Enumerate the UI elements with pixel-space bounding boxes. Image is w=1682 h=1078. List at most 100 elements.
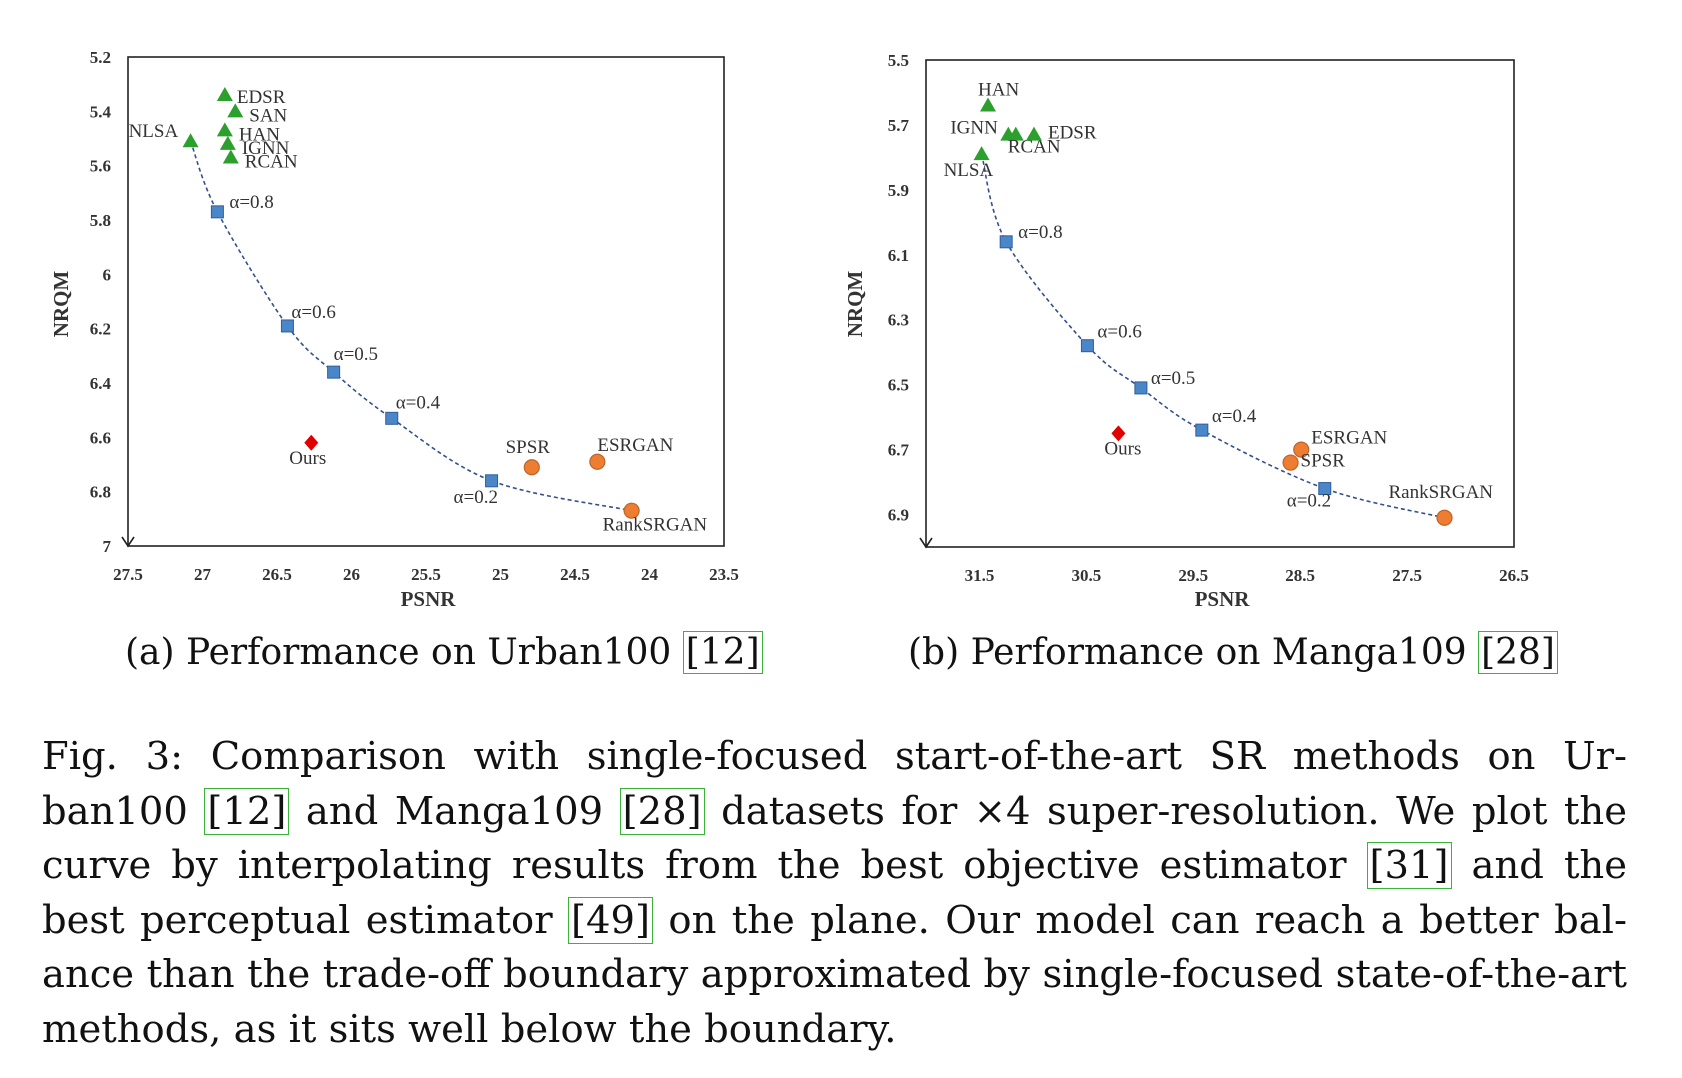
marker--0-4 (1195, 423, 1209, 437)
y-tick-label: 6.8 (90, 483, 111, 502)
point-label: α=0.5 (1151, 368, 1195, 389)
marker-han (980, 97, 997, 112)
caption-text: datasets for ×4 super-resolution. We plo… (704, 788, 1627, 834)
marker-san (227, 103, 244, 118)
axis-arrow (919, 537, 933, 549)
point-label: α=0.2 (1287, 491, 1331, 512)
y-tick-label: 6 (103, 265, 112, 284)
point-label: HAN (978, 79, 1019, 100)
chart-manga109: 31.5 30.5 29.5 28.5 27.5 26.5 5.5 5.7 5.9 6.1 6.3 6… (843, 51, 1529, 611)
y-tick-label: 7 (103, 537, 112, 556)
y-tick-label: 6.5 (888, 376, 909, 395)
y-tick-label: 6.3 (888, 311, 909, 330)
x-tick-label: 31.5 (965, 566, 995, 585)
plot-frame (925, 59, 1515, 548)
point-label: α=0.8 (229, 192, 273, 213)
caption-line: Fig. 3: Comparison with single-focused s… (42, 730, 1627, 785)
point-label: SPSR (506, 437, 551, 458)
x-tick-label: 26 (343, 565, 360, 584)
marker-esrgan (589, 453, 606, 470)
x-tick-label: 28.5 (1285, 566, 1315, 585)
marker-spsr (1282, 454, 1299, 471)
marker--0-5 (327, 365, 341, 379)
caption-text: ban100 (42, 788, 205, 834)
caption-text: ance than the trade-off boundary approxi… (42, 952, 1627, 997)
point-label: RankSRGAN (603, 515, 708, 536)
y-tick-label: 5.7 (888, 116, 910, 135)
point-label: NLSA (129, 121, 179, 142)
point-label: Ours (1104, 438, 1141, 459)
y-tick-label: 5.4 (90, 102, 112, 121)
y-tick-label: 6.9 (888, 506, 909, 525)
citation-link[interactable]: [49] (568, 896, 654, 944)
marker--0-5 (1134, 381, 1148, 395)
figure-caption: Fig. 3: Comparison with single-focused s… (42, 730, 1627, 1057)
y-tick-label: 5.6 (90, 157, 111, 176)
y-tick-label: 6.7 (888, 441, 910, 460)
subcaption-b-text: (b) Performance on Manga109 (908, 632, 1479, 673)
point-label: Ours (289, 448, 326, 469)
y-tick-label: 6.2 (90, 320, 111, 339)
point-label: ESRGAN (597, 435, 673, 456)
caption-line: ban100 [12] and Manga109 [28] datasets f… (42, 785, 1627, 840)
subcaption-a-text: (a) Performance on Urban100 (125, 632, 683, 673)
caption-line: best perceptual estimator [49] on the pl… (42, 894, 1627, 949)
marker--0-6 (1080, 339, 1094, 353)
marker-han (216, 122, 233, 137)
marker-rcan (222, 149, 239, 164)
x-tick-label: 27 (194, 565, 212, 584)
subcaption-b: (b) Performance on Manga109 [28] (908, 631, 1558, 674)
point-label: RCAN (245, 152, 298, 173)
x-tick-label: 23.5 (709, 565, 739, 584)
point-label: SAN (249, 105, 287, 126)
caption-text: Fig. 3: Comparison with single-focused s… (42, 734, 1627, 779)
x-tick-label: 26.5 (262, 565, 292, 584)
point-label: IGNN (950, 118, 998, 139)
x-axis-label: PSNR (401, 587, 457, 611)
x-tick-label: 29.5 (1178, 566, 1208, 585)
y-axis-label: NRQM (843, 271, 867, 338)
caption-line: curve by interpolating results from the … (42, 839, 1627, 894)
marker--0-4 (385, 411, 399, 425)
y-tick-label: 5.9 (888, 181, 909, 200)
subcaption-a: (a) Performance on Urban100 [12] (125, 631, 763, 674)
x-tick-label: 25.5 (411, 565, 441, 584)
marker--0-2 (1318, 482, 1332, 496)
point-label: α=0.6 (1097, 322, 1141, 343)
citation-link[interactable]: [31] (1366, 842, 1452, 889)
subcaption-a-ref[interactable]: [12] (682, 631, 763, 674)
marker-nlsa (182, 133, 199, 148)
citation-link[interactable]: [28] (619, 787, 705, 835)
point-label: α=0.6 (291, 302, 335, 323)
marker-spsr (523, 459, 540, 476)
x-tick-label: 26.5 (1499, 566, 1529, 585)
caption-text: and Manga109 (289, 788, 620, 834)
marker--0-8 (999, 235, 1013, 249)
citation-link[interactable]: [12] (204, 787, 290, 835)
caption-text: on the plane. Our model can reach a bett… (653, 897, 1627, 943)
marker-esrgan (1293, 441, 1310, 458)
caption-text: methods, as it sits well below the bound… (42, 1006, 897, 1052)
marker-edsr (1025, 126, 1042, 141)
marker-ranksrgan (1436, 509, 1453, 526)
x-tick-label: 24 (641, 565, 659, 584)
point-label: EDSR (237, 87, 286, 108)
point-label: RankSRGAN (1389, 482, 1494, 503)
point-label: α=0.4 (396, 392, 441, 413)
x-axis-label: PSNR (1195, 587, 1251, 611)
y-tick-label: 6.1 (888, 246, 909, 265)
marker--0-6 (280, 319, 294, 333)
point-label: RCAN (1008, 137, 1061, 158)
x-tick-label: 25 (492, 565, 509, 584)
plot-frame (127, 56, 725, 547)
x-tick-label: 30.5 (1071, 566, 1101, 585)
y-tick-label: 5.2 (90, 48, 111, 67)
marker-edsr (216, 87, 233, 102)
caption-line: ance than the trade-off boundary approxi… (42, 948, 1627, 1003)
subcaption-b-ref[interactable]: [28] (1478, 631, 1558, 674)
point-label: ESRGAN (1311, 428, 1387, 449)
tradeoff-curve (980, 153, 1445, 519)
marker-ours (304, 434, 319, 451)
point-label: IGNN (242, 138, 290, 159)
